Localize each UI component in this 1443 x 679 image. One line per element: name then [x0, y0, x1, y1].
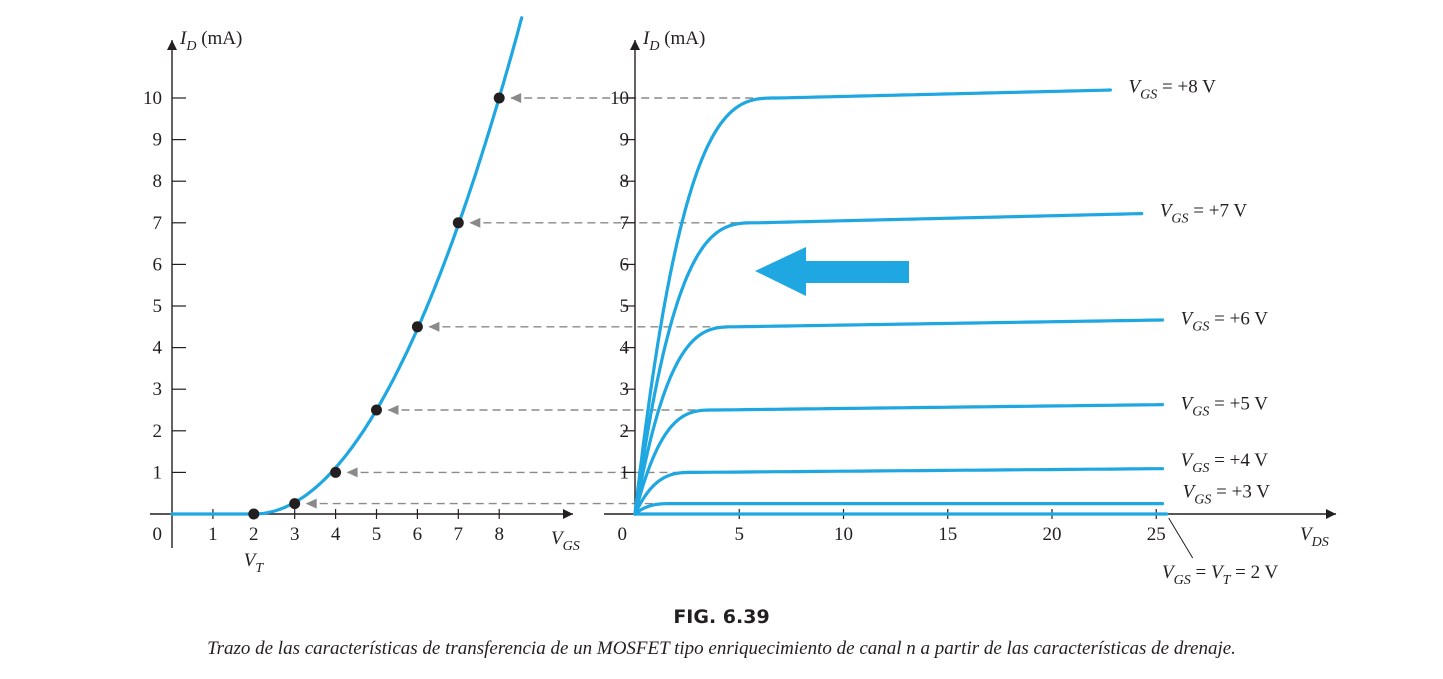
- transfer-x-tick-label: 4: [331, 524, 341, 545]
- transfer-point: [330, 466, 342, 478]
- drain-y-tick-label: 8: [620, 171, 630, 192]
- drain-x-axis-title: VDS: [1300, 524, 1329, 550]
- drain-y-tick-label: 10: [610, 88, 629, 109]
- drain-curve-vgs-8: [633, 88, 1112, 516]
- drain-y-tick-label: 3: [620, 379, 630, 400]
- transfer-y-tick-label: 4: [153, 338, 163, 359]
- drain-y-tick-label: 5: [620, 296, 630, 317]
- transfer-x-tick-label: 5: [372, 524, 382, 545]
- drain-curve-label-vt: VGS = VT = 2 V: [1162, 562, 1278, 588]
- transfer-origin-label: 0: [153, 524, 163, 545]
- drain-curve-vgs-5: [633, 403, 1165, 516]
- drain-y-tick-label: 7: [620, 213, 630, 234]
- transfer-y-tick-label: 6: [153, 254, 163, 275]
- drain-x-tick-label: 20: [1043, 524, 1062, 545]
- drain-curve-label-vgs-5: VGS = +5 V: [1181, 394, 1269, 420]
- transfer-x-tick-label: 8: [494, 524, 504, 545]
- vt-leader-line: [1168, 517, 1194, 559]
- drain-x-tick-label: 15: [938, 524, 957, 545]
- drain-curve-label-vgs-6: VGS = +6 V: [1181, 308, 1269, 334]
- projection-lines: [305, 93, 767, 509]
- drain-curve-label-vgs-4: VGS = +4 V: [1181, 450, 1269, 476]
- drain-x-tick-label: 5: [735, 524, 745, 545]
- transfer-x-tick-label: 2: [249, 524, 259, 545]
- transfer-y-tick-label: 2: [153, 421, 163, 442]
- transfer-point: [411, 321, 423, 333]
- drain-curve-vgs-3: [633, 502, 1165, 516]
- transfer-y-tick-label: 1: [153, 462, 163, 483]
- transfer-x-tick-label: 1: [208, 524, 218, 545]
- drain-y-tick-label: 4: [620, 338, 630, 359]
- drain-curve-label-vgs-8: VGS = +8 V: [1129, 77, 1217, 103]
- transfer-points: [248, 92, 505, 520]
- drain-curve-vgs-7: [633, 212, 1144, 516]
- drain-curve-label-vgs-7: VGS = +7 V: [1160, 201, 1248, 227]
- transfer-y-tick-label: 10: [143, 88, 162, 109]
- transfer-curve: [170, 16, 524, 516]
- axes: [150, 40, 1336, 559]
- transfer-point: [289, 498, 301, 510]
- transfer-x-axis-title: VGS: [551, 528, 580, 554]
- transfer-y-tick-label: 8: [153, 171, 163, 192]
- transfer-point: [248, 508, 260, 520]
- figure-caption: Trazo de las características de transfer…: [207, 638, 1236, 659]
- drain-y-tick-label: 1: [620, 462, 630, 483]
- drain-y-tick-label: 9: [620, 130, 630, 151]
- transfer-x-tick-label: 6: [413, 524, 423, 545]
- drain-y-tick-label: 6: [620, 254, 630, 275]
- drain-y-tick-label: 2: [620, 421, 630, 442]
- transfer-y-axis-title: ID (mA): [179, 28, 242, 54]
- drain-x-tick-label: 10: [834, 524, 853, 545]
- drain-curve-label-vgs-3: VGS = +3 V: [1183, 482, 1271, 508]
- drain-x-tick-label: 25: [1147, 524, 1166, 545]
- transfer-point: [371, 404, 382, 416]
- drain-y-axis-title: ID (mA): [642, 28, 705, 54]
- transfer-point: [493, 92, 505, 104]
- transfer-x-tick-label: 3: [290, 524, 300, 545]
- curves: [170, 16, 1169, 516]
- drain-curve-vgs-6: [633, 318, 1165, 516]
- transfer-y-tick-label: 7: [153, 213, 163, 234]
- direction-arrow-icon: [755, 247, 909, 296]
- transfer-y-tick-label: 9: [153, 130, 163, 151]
- drain-origin-label: 0: [618, 524, 628, 545]
- figure-number: FIG. 6.39: [673, 606, 770, 628]
- transfer-point: [452, 217, 464, 229]
- threshold-label: VT: [244, 550, 265, 576]
- drain-curve-vgs-4: [633, 467, 1165, 516]
- transfer-y-tick-label: 5: [153, 296, 163, 317]
- transfer-x-tick-label: 7: [454, 524, 464, 545]
- transfer-y-tick-label: 3: [153, 379, 163, 400]
